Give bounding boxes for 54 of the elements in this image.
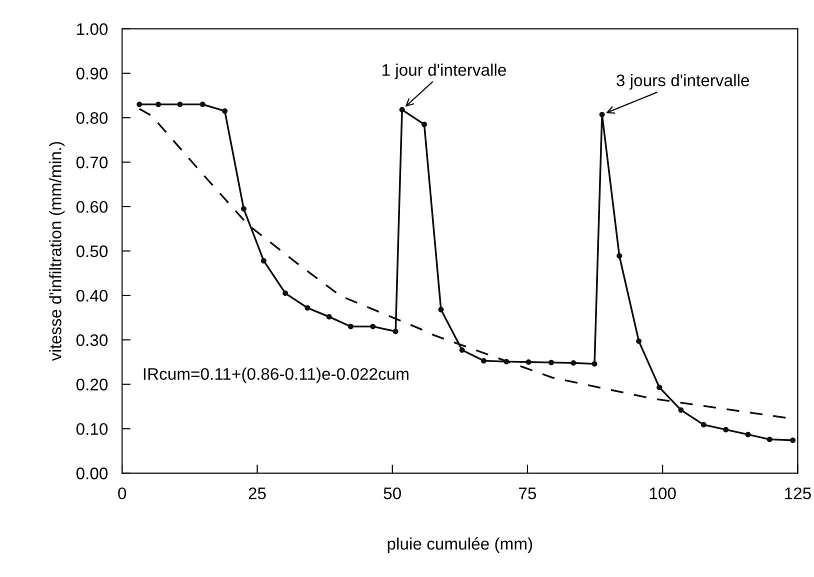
point bbox=[700, 422, 706, 428]
y-axis-title: vitesse d'infiltration (mm/min.) bbox=[49, 142, 65, 361]
point bbox=[480, 358, 486, 364]
point bbox=[392, 328, 398, 334]
x-tick-label: 100 bbox=[650, 487, 676, 500]
y-tick-label: 0.60 bbox=[76, 200, 108, 213]
point bbox=[599, 112, 605, 118]
point bbox=[592, 361, 598, 367]
point bbox=[156, 102, 162, 108]
point bbox=[326, 314, 332, 320]
point bbox=[370, 324, 376, 330]
point bbox=[548, 360, 554, 366]
point bbox=[723, 426, 729, 432]
point bbox=[438, 306, 444, 312]
annotation: IRcum=0.11+(0.86-0.11)e-0.022cum bbox=[144, 368, 408, 384]
point bbox=[282, 290, 288, 296]
point bbox=[200, 102, 206, 108]
y-tick-label: 0.10 bbox=[76, 423, 108, 435]
x-tick-label: 125 bbox=[785, 487, 811, 500]
point bbox=[745, 432, 751, 438]
x-tick-label: 75 bbox=[519, 488, 536, 500]
point bbox=[348, 324, 354, 330]
point bbox=[222, 108, 228, 114]
point bbox=[136, 102, 142, 108]
annotation: 1 jour d'intervalle bbox=[382, 64, 506, 80]
x-axis-title: pluie cumulée (mm) bbox=[388, 537, 532, 554]
point bbox=[616, 253, 622, 259]
y-tick-label: 0.70 bbox=[76, 156, 108, 168]
point bbox=[636, 338, 642, 344]
point bbox=[459, 347, 465, 353]
x-tick-label: 50 bbox=[384, 487, 401, 500]
point bbox=[421, 122, 428, 128]
y-tick-label: 0.80 bbox=[76, 112, 108, 124]
y-tick-label: 0.90 bbox=[76, 68, 108, 80]
y-tick-label: 0.30 bbox=[76, 334, 108, 346]
point bbox=[656, 384, 662, 390]
annotation: 3 jours d'intervalle bbox=[616, 74, 750, 90]
point bbox=[526, 359, 532, 365]
y-tick-label: 0.50 bbox=[76, 245, 108, 258]
point bbox=[240, 206, 246, 212]
point bbox=[177, 102, 183, 108]
x-tick-label: 25 bbox=[248, 487, 266, 500]
point bbox=[570, 360, 576, 366]
y-tick-label: 0.00 bbox=[76, 468, 108, 480]
x-tick-label: 0 bbox=[118, 487, 126, 500]
y-tick-label: 1.00 bbox=[77, 23, 108, 36]
point bbox=[678, 407, 684, 413]
point bbox=[790, 437, 796, 444]
point bbox=[260, 258, 266, 264]
y-tick-label: 0.20 bbox=[76, 378, 108, 390]
point bbox=[304, 305, 310, 311]
y-tick-label: 0.40 bbox=[76, 290, 108, 302]
point bbox=[766, 436, 772, 442]
point bbox=[399, 106, 405, 112]
